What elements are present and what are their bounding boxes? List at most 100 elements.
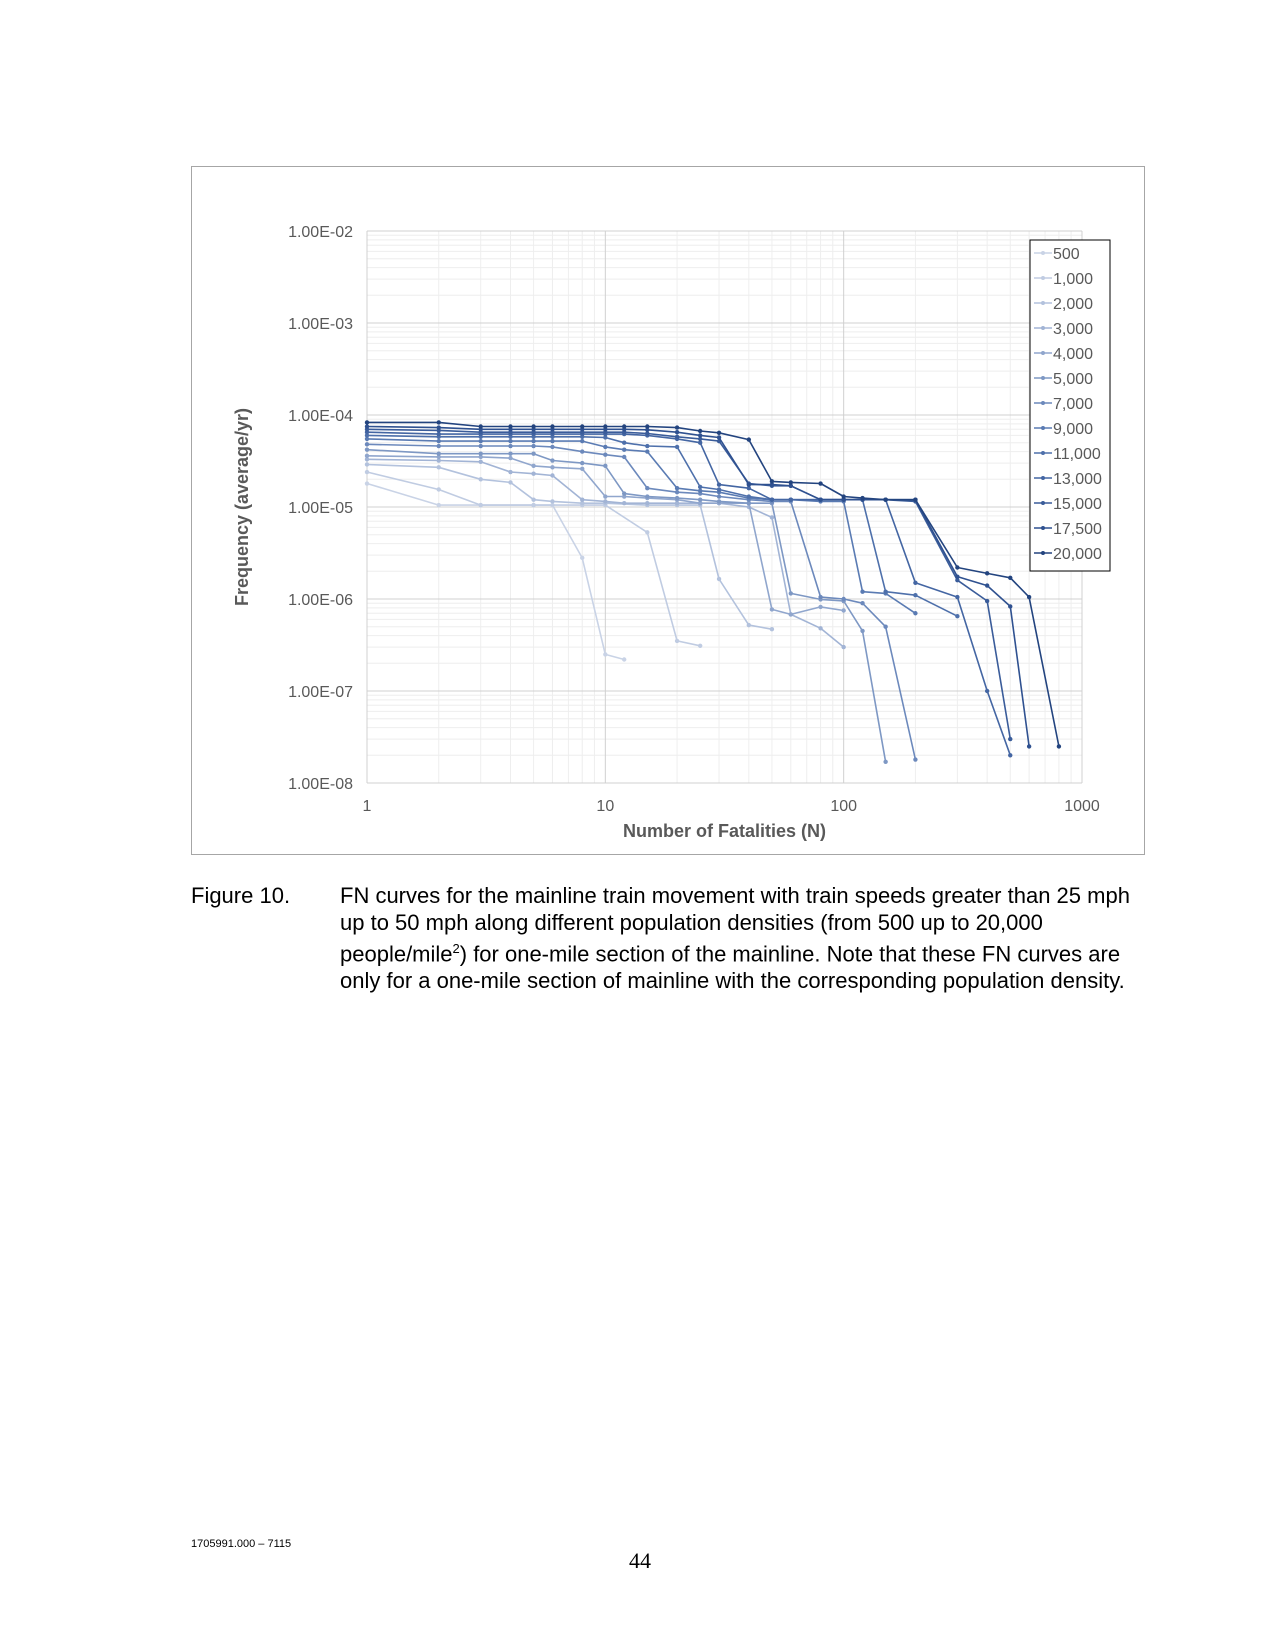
data-point: [841, 494, 846, 499]
y-tick-label: 1.00E-06: [288, 592, 353, 609]
data-point: [603, 452, 608, 457]
data-point: [364, 453, 370, 459]
data-point: [769, 482, 775, 487]
data-point: [508, 424, 513, 429]
legend-entry: 20,000: [1034, 546, 1102, 563]
series-lines: [364, 420, 1062, 764]
data-point: [1008, 575, 1013, 580]
data-point: [531, 443, 536, 449]
series-5000: [364, 447, 888, 764]
series-20000: [364, 420, 1062, 749]
legend-marker: [1041, 526, 1045, 530]
series-line: [366, 455, 844, 616]
data-point: [818, 604, 823, 610]
legend-entry: 2,000: [1034, 296, 1093, 313]
x-tick-label: 1000: [1064, 798, 1100, 815]
data-point: [603, 463, 608, 469]
data-point: [364, 481, 370, 486]
data-point: [788, 497, 793, 502]
legend-marker: [1041, 351, 1045, 355]
data-point: [818, 626, 823, 631]
data-point: [550, 444, 555, 450]
x-tick-label: 1: [363, 798, 372, 815]
y-tick-label: 1.00E-02: [288, 224, 353, 241]
data-point: [580, 438, 585, 444]
data-point: [955, 614, 960, 619]
legend-marker: [1041, 551, 1045, 555]
data-point: [1026, 594, 1032, 600]
x-axis-title: Number of Fatalities (N): [623, 821, 826, 841]
data-point: [716, 435, 722, 440]
data-point: [674, 434, 680, 439]
data-point: [645, 449, 650, 454]
legend-label: 9,000: [1053, 421, 1093, 438]
y-tick-label: 1.00E-03: [288, 316, 353, 333]
data-point: [580, 500, 585, 506]
data-point: [883, 759, 888, 764]
y-tick-label: 1.00E-04: [288, 408, 353, 425]
data-point: [364, 424, 370, 429]
data-point: [645, 494, 650, 499]
data-point: [531, 471, 536, 476]
data-point: [622, 447, 627, 452]
data-point: [622, 500, 627, 506]
data-point: [436, 420, 441, 425]
legend-entry: 5,000: [1034, 371, 1093, 388]
legend-label: 13,000: [1053, 471, 1102, 488]
caption-text-part-1: FN curves for the mainline train movemen…: [340, 883, 1130, 967]
figure-caption: FN curves for the mainline train movemen…: [340, 883, 1145, 994]
data-point: [769, 497, 775, 502]
data-point: [955, 578, 960, 583]
data-point: [746, 622, 752, 628]
data-point: [508, 443, 513, 449]
data-point: [478, 454, 483, 460]
data-point: [645, 500, 650, 506]
data-point: [818, 497, 823, 502]
data-point: [603, 494, 608, 499]
data-point: [860, 589, 865, 594]
data-point: [984, 571, 990, 576]
data-point: [674, 489, 680, 495]
axes: 1 10 100 1000 1.00E-02 1.00E-03 1.00E-04 1.00E-…: [232, 224, 1100, 841]
data-point: [913, 611, 918, 616]
data-point: [603, 435, 608, 440]
data-point: [622, 424, 627, 429]
data-point: [860, 495, 865, 501]
data-point: [436, 443, 441, 449]
legend-entry: 500: [1034, 246, 1080, 263]
data-point: [818, 481, 823, 486]
data-point: [697, 436, 703, 442]
data-point: [622, 440, 627, 445]
data-point: [883, 497, 888, 502]
legend-label: 7,000: [1053, 396, 1093, 413]
data-point: [697, 643, 703, 648]
document-id: 1705991.000 – 7115: [191, 1538, 292, 1550]
data-point: [746, 437, 752, 442]
data-point: [697, 497, 703, 502]
data-point: [603, 652, 608, 657]
legend-marker: [1041, 376, 1045, 380]
data-point: [580, 460, 585, 466]
data-point: [645, 443, 650, 449]
data-point: [841, 608, 846, 613]
data-point: [508, 451, 513, 456]
data-point: [1026, 744, 1032, 749]
chart-frame: 1 10 100 1000 1.00E-02 1.00E-03 1.00E-04 1.00E-…: [191, 166, 1145, 855]
data-point: [913, 497, 918, 502]
data-point: [674, 500, 680, 506]
data-point: [580, 555, 585, 561]
data-point: [436, 458, 441, 463]
data-point: [716, 487, 722, 492]
data-point: [550, 438, 555, 444]
legend-label: 2,000: [1053, 296, 1093, 313]
data-point: [508, 469, 513, 475]
legend-label: 4,000: [1053, 346, 1093, 363]
data-point: [697, 433, 703, 438]
data-point: [697, 428, 703, 434]
grid: [366, 230, 1083, 784]
y-tick-label: 1.00E-07: [288, 684, 353, 701]
legend-entry: 15,000: [1034, 496, 1102, 513]
data-point: [603, 444, 608, 450]
data-point: [364, 420, 370, 425]
data-point: [860, 628, 865, 634]
